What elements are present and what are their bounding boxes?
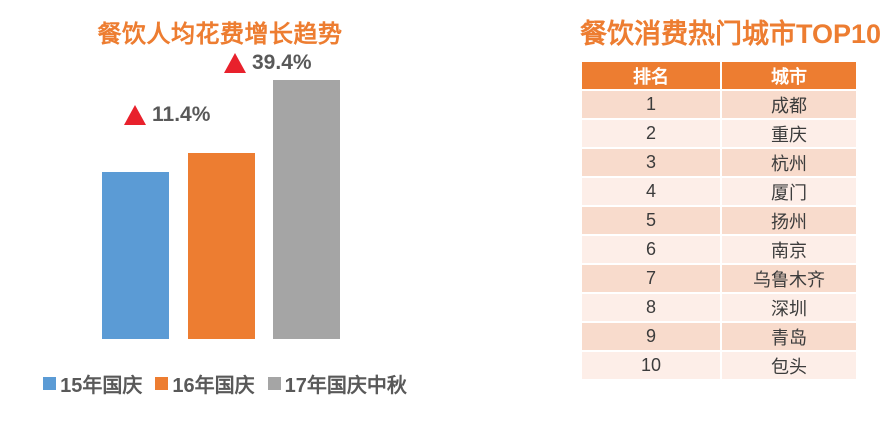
legend-item-0: 15年国庆: [43, 369, 142, 398]
up-triangle-icon: [124, 105, 146, 125]
city-cell: 南京: [720, 234, 858, 265]
legend-item-1: 16年国庆: [155, 369, 255, 398]
table-row: 4 厦门: [580, 176, 858, 207]
legend-label: 17年国庆中秋: [284, 375, 407, 397]
bar-15年国庆: [102, 172, 169, 339]
top10-table-panel: 餐饮消费热门城市TOP10 排名 城市 1 成都 2 重庆 3 杭州 4 厦门 5 扬州 6 南京 7 乌…: [580, 0, 895, 425]
table-title: 餐饮消费热门城市TOP10: [580, 19, 882, 49]
table-row: 1 成都: [580, 89, 858, 120]
rank-cell: 5: [580, 205, 722, 236]
rank-cell: 2: [580, 118, 722, 149]
growth-value-16: 11.4%: [152, 103, 211, 126]
legend-item-2: 17年国庆中秋: [267, 369, 407, 398]
rank-cell: 10: [580, 350, 722, 381]
up-triangle-icon: [224, 53, 246, 73]
legend-swatch-icon: [43, 377, 57, 390]
city-cell: 包头: [720, 350, 858, 381]
rank-cell: 6: [580, 234, 722, 265]
table-row: 8 深圳: [580, 292, 858, 323]
legend-label: 15年国庆: [60, 375, 143, 397]
rank-cell: 9: [580, 321, 722, 352]
rank-cell: 4: [580, 176, 722, 207]
city-cell: 杭州: [720, 147, 858, 178]
rank-cell: 8: [580, 292, 722, 323]
table-header-row: 排名 城市: [580, 60, 858, 91]
city-cell: 重庆: [720, 118, 858, 149]
bar-group: [102, 80, 340, 339]
chart-legend: 15年国庆 16年国庆 17年国庆中秋: [0, 369, 450, 398]
table-row: 5 扬州: [580, 205, 858, 236]
growth-value-17: 39.4%: [252, 51, 312, 74]
col-header-city: 城市: [720, 60, 858, 91]
table-row: 6 南京: [580, 234, 858, 265]
col-header-rank: 排名: [580, 60, 722, 91]
city-cell: 深圳: [720, 292, 858, 323]
table-row: 9 青岛: [580, 321, 858, 352]
legend-swatch-icon: [155, 377, 169, 390]
chart-title: 餐饮人均花费增长趋势: [97, 21, 343, 48]
table-row: 3 杭州: [580, 147, 858, 178]
rank-cell: 3: [580, 147, 722, 178]
growth-annotation-16: 11.4%: [124, 103, 210, 127]
bar-17年国庆中秋: [273, 80, 340, 339]
rank-cell: 1: [580, 89, 722, 120]
city-cell: 乌鲁木齐: [720, 263, 858, 294]
table-row: 2 重庆: [580, 118, 858, 149]
city-cell: 厦门: [720, 176, 858, 207]
city-cell: 成都: [720, 89, 858, 120]
legend-label: 16年国庆: [172, 375, 255, 397]
city-cell: 扬州: [720, 205, 858, 236]
city-cell: 青岛: [720, 321, 858, 352]
growth-annotation-17: 39.4%: [224, 51, 312, 75]
table-row: 7 乌鲁木齐: [580, 263, 858, 294]
rank-cell: 7: [580, 263, 722, 294]
table-row: 10 包头: [580, 350, 858, 381]
legend-swatch-icon: [267, 377, 281, 390]
growth-chart-panel: 餐饮人均花费增长趋势 11.4% 39.4% 15年国庆 16年国庆 17年国庆中秋: [0, 21, 450, 398]
bar-16年国庆: [187, 153, 255, 339]
top10-table: 排名 城市 1 成都 2 重庆 3 杭州 4 厦门 5 扬州 6 南京 7 乌鲁木齐 8 深圳 9 青岛 10 包头: [580, 60, 858, 381]
